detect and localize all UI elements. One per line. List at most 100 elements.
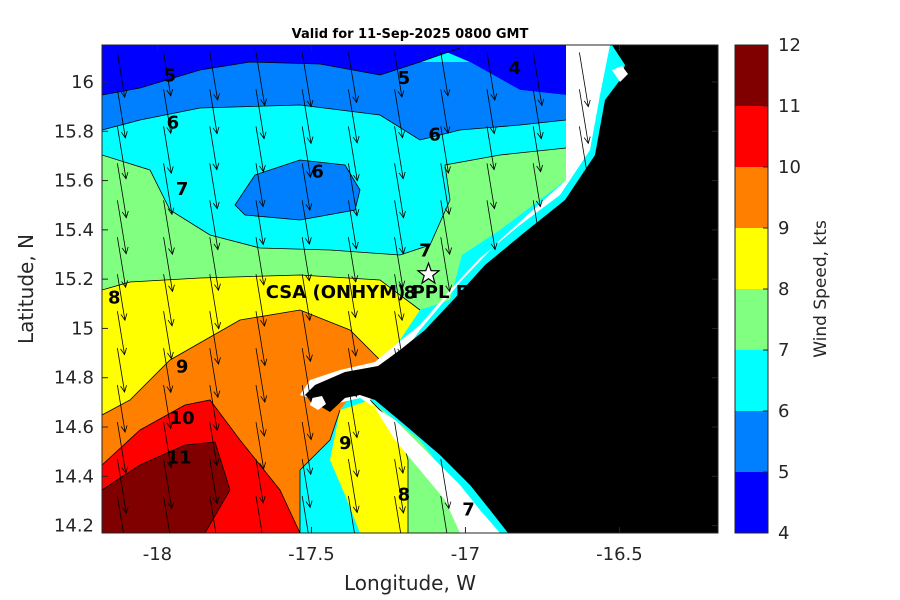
wind-vector-head: [214, 357, 221, 366]
contour-label: 6: [167, 112, 180, 133]
wind-vector-head: [121, 210, 129, 219]
wind-vector-head: [212, 162, 220, 171]
wind-vector-head: [120, 313, 128, 322]
wind-vector: [209, 89, 218, 134]
band-8-9-south: [330, 400, 408, 533]
wind-vector: [209, 495, 217, 533]
wind-vector: [209, 348, 219, 398]
wind-vector-head: [168, 284, 175, 293]
wind-vector-head: [399, 210, 406, 219]
band-4-5: [102, 45, 520, 95]
wind-vector: [579, 89, 589, 144]
y-tick-label: 15.2: [54, 269, 94, 290]
wind-vector-head: [167, 318, 175, 327]
wind-vector: [486, 163, 495, 209]
wind-vector-head: [305, 313, 313, 322]
wind-vector: [394, 311, 403, 355]
wind-vector-head: [258, 237, 266, 246]
colorbar-segment: [735, 45, 768, 106]
wind-vector: [394, 422, 404, 474]
wind-vector-head: [120, 385, 127, 393]
wind-vector-head: [490, 93, 498, 101]
wind-vector-head: [214, 537, 220, 544]
colorbar-tick-label: 9: [778, 218, 789, 239]
y-axis-label: Latitude, N: [14, 234, 38, 344]
wind-vector-head: [260, 395, 268, 403]
wind-vector: [209, 311, 219, 365]
wind-vector: [301, 163, 311, 211]
wind-vector: [348, 163, 358, 216]
contour-label: 6: [311, 162, 324, 183]
wind-vector-head: [212, 496, 220, 505]
wind-vector: [255, 422, 265, 469]
wind-vector-head: [445, 247, 453, 256]
wind-vector-head: [264, 532, 266, 533]
wind-vector-head: [212, 201, 220, 210]
wind-vector-head: [213, 390, 221, 399]
wind-vector: [532, 52, 543, 106]
wind-vector: [394, 274, 403, 321]
wind-vector-head: [444, 501, 452, 510]
wind-vector: [394, 348, 403, 393]
wind-vector: [348, 274, 356, 318]
wind-vector: [394, 458, 404, 514]
wind-vector-head: [120, 131, 128, 139]
wind-vector-head: [167, 351, 174, 360]
wind-vector-head: [444, 207, 452, 216]
colorbar-tick-label: 7: [778, 340, 789, 361]
wind-vector: [163, 163, 173, 215]
wind-vector-head: [212, 423, 220, 432]
wind-vector-head: [351, 241, 359, 250]
colorbar-segment: [735, 167, 768, 228]
colorbar: 4 5 6 7 8 9 10 11 12: [734, 35, 801, 544]
wind-vector: [163, 274, 173, 326]
colorbar-segment: [735, 106, 768, 167]
wind-vector: [532, 126, 542, 172]
x-tick-label: -16.5: [596, 544, 643, 565]
wind-vector: [255, 348, 266, 403]
wind-vector: [163, 237, 173, 292]
wind-vector-head: [121, 466, 129, 475]
y-tick-label: 15.4: [54, 220, 94, 241]
coastal-white-band: [300, 45, 610, 533]
wind-vector: [209, 422, 218, 466]
wind-vector: [255, 126, 264, 172]
wind-vector: [301, 422, 312, 475]
wind-vector: [348, 422, 358, 477]
wind-vector: [255, 200, 264, 245]
wind-vector-head: [306, 354, 313, 363]
wind-vector-head: [306, 432, 314, 441]
wind-vector: [301, 495, 309, 533]
wind-vector: [348, 52, 357, 103]
wind-vector: [348, 348, 357, 397]
wind-vector: [209, 200, 219, 250]
x-axis-ticks: -18 -17.5 -17 -16.5: [143, 45, 643, 565]
wind-vector-head: [306, 136, 314, 145]
wind-vector-head: [305, 534, 311, 541]
wind-vector: [209, 163, 218, 209]
wind-vector-head: [258, 199, 266, 208]
wind-vector: [163, 422, 172, 468]
colorbar-segment: [735, 228, 768, 289]
wind-vector: [255, 237, 265, 285]
wind-vector: [301, 385, 312, 440]
colorbar-tick-label: 5: [778, 462, 789, 483]
wind-vector: [163, 458, 173, 509]
plot-frame: [101, 44, 719, 534]
wind-vector: [117, 348, 125, 393]
wind-vector-head: [306, 99, 314, 108]
wind-vector-head: [166, 421, 174, 430]
wind-vector-head: [489, 162, 497, 171]
contour-label: 9: [339, 433, 352, 454]
contour-label: 5: [163, 66, 176, 87]
wind-vector-head: [397, 385, 405, 393]
wind-vector-head: [259, 429, 267, 437]
contour-label: 11: [166, 448, 191, 469]
wind-vector-head: [351, 275, 359, 283]
wind-vector-head: [122, 544, 128, 551]
contour-label: 5: [398, 68, 411, 89]
contour-label: 7: [176, 179, 189, 200]
wind-vector-head: [535, 199, 543, 208]
wind-vector: [255, 458, 264, 503]
